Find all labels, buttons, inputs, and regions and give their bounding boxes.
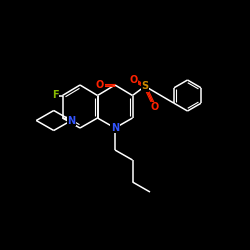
Text: O: O xyxy=(130,75,138,85)
Text: F: F xyxy=(52,90,58,101)
Text: O: O xyxy=(151,102,159,113)
Text: N: N xyxy=(111,123,119,133)
Text: N: N xyxy=(67,116,75,126)
Text: O: O xyxy=(96,80,104,90)
Text: S: S xyxy=(142,81,148,91)
